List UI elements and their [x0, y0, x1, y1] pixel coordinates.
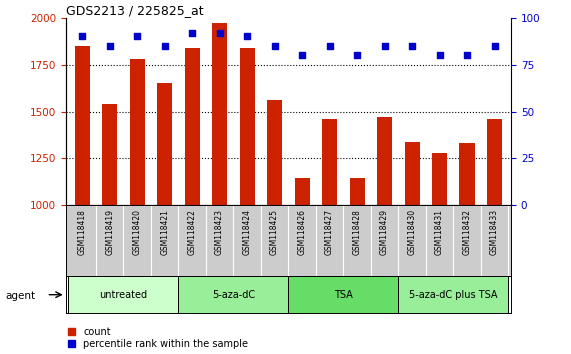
Text: GSM118427: GSM118427 — [325, 209, 334, 255]
Point — [408, 43, 417, 48]
Bar — [240, 48, 255, 205]
Bar — [487, 119, 502, 205]
Point — [132, 34, 142, 39]
Point — [187, 30, 196, 35]
Point — [490, 43, 499, 48]
Bar — [460, 143, 475, 205]
Text: GSM118424: GSM118424 — [243, 209, 252, 255]
Bar — [288, 276, 399, 313]
Text: GSM118423: GSM118423 — [215, 209, 224, 255]
Text: GSM118429: GSM118429 — [380, 209, 389, 255]
Text: GSM118426: GSM118426 — [297, 209, 307, 255]
Text: untreated: untreated — [99, 290, 147, 300]
Text: GSM118420: GSM118420 — [132, 209, 142, 255]
Bar — [399, 276, 508, 313]
Text: GSM118433: GSM118433 — [490, 209, 499, 255]
Text: GSM118432: GSM118432 — [463, 209, 472, 255]
Bar — [432, 153, 447, 205]
Text: TSA: TSA — [334, 290, 353, 300]
Point — [297, 52, 307, 58]
Bar — [404, 142, 420, 205]
Bar — [267, 100, 282, 205]
Bar — [295, 178, 309, 205]
Text: GSM118421: GSM118421 — [160, 209, 169, 255]
Point — [325, 43, 334, 48]
Point — [105, 43, 114, 48]
Bar — [322, 119, 337, 205]
Point — [243, 34, 252, 39]
Bar — [349, 178, 365, 205]
Bar — [178, 276, 288, 313]
Text: GSM118431: GSM118431 — [435, 209, 444, 255]
Point — [215, 30, 224, 35]
Text: GSM118428: GSM118428 — [352, 209, 361, 255]
Text: GSM118422: GSM118422 — [188, 209, 196, 255]
Bar — [184, 48, 200, 205]
Point — [270, 43, 279, 48]
Point — [160, 43, 169, 48]
Bar — [212, 23, 227, 205]
Bar — [377, 117, 392, 205]
Point — [352, 52, 361, 58]
Bar — [69, 276, 178, 313]
Point — [380, 43, 389, 48]
Text: GSM118425: GSM118425 — [270, 209, 279, 255]
Text: agent: agent — [6, 291, 36, 301]
Bar — [157, 83, 172, 205]
Point — [463, 52, 472, 58]
Bar — [102, 104, 117, 205]
Text: GDS2213 / 225825_at: GDS2213 / 225825_at — [66, 4, 203, 17]
Text: 5-aza-dC plus TSA: 5-aza-dC plus TSA — [409, 290, 497, 300]
Bar — [75, 46, 90, 205]
Text: GSM118430: GSM118430 — [408, 209, 417, 255]
Text: GSM118418: GSM118418 — [78, 209, 87, 255]
Point — [78, 34, 87, 39]
Point — [435, 52, 444, 58]
Text: GSM118419: GSM118419 — [105, 209, 114, 255]
Legend: count, percentile rank within the sample: count, percentile rank within the sample — [68, 327, 248, 349]
Text: 5-aza-dC: 5-aza-dC — [212, 290, 255, 300]
Bar — [130, 59, 144, 205]
